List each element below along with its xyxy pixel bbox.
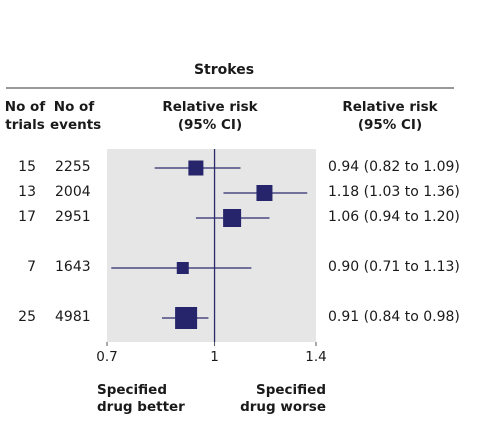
footer-better-line1: Specified <box>97 382 167 398</box>
row-trials: 25 <box>18 309 36 325</box>
point-estimate-marker <box>188 160 204 176</box>
point-estimate-marker <box>175 307 198 329</box>
header-trials-line2: trials <box>5 117 45 133</box>
plot-background <box>107 149 316 342</box>
row-trials: 13 <box>18 184 36 200</box>
header-rr-plot-line1: Relative risk <box>162 99 258 115</box>
row-rr-label: 0.90 (0.71 to 1.13) <box>328 259 460 275</box>
row-events: 2255 <box>55 159 91 175</box>
footer-worse-line1: Specified <box>256 382 326 398</box>
row-rr-label: 0.91 (0.84 to 0.98) <box>328 309 460 325</box>
header-rr-text-line1: Relative risk <box>342 99 438 115</box>
chart-title: Strokes <box>193 62 255 78</box>
point-estimate-marker <box>256 185 273 201</box>
row-rr-label: 0.94 (0.82 to 1.09) <box>328 159 460 175</box>
row-events: 2951 <box>55 209 91 225</box>
point-estimate-marker <box>176 262 189 274</box>
row-events: 4981 <box>55 309 91 325</box>
axis-tick-label: 0.7 <box>96 349 117 365</box>
point-estimate-marker <box>223 209 242 227</box>
header-rr-plot-line2: (95% CI) <box>177 117 243 133</box>
row-trials: 7 <box>27 259 36 275</box>
row-trials: 17 <box>18 209 36 225</box>
footer-worse: Specified drug worse <box>226 382 326 416</box>
header-events-line1: No of <box>53 99 95 115</box>
footer-better-line2: drug better <box>97 399 185 415</box>
header-rr-plot: Relative risk (95% CI) <box>150 98 270 134</box>
footer-worse-line2: drug worse <box>240 399 326 415</box>
header-events: No of events <box>50 98 102 134</box>
row-rr-label: 1.18 (1.03 to 1.36) <box>328 184 460 200</box>
row-rr-label: 1.06 (0.94 to 1.20) <box>328 209 460 225</box>
axis-tick-label: 1.4 <box>305 349 326 365</box>
footer-better: Specified drug better <box>97 382 185 416</box>
axis-tick-label: 1 <box>210 349 219 365</box>
header-rr-text: Relative risk (95% CI) <box>330 98 450 134</box>
header-trials: No of trials <box>4 98 46 134</box>
header-rr-text-line2: (95% CI) <box>357 117 423 133</box>
row-events: 2004 <box>55 184 91 200</box>
header-trials-line1: No of <box>4 99 46 115</box>
row-events: 1643 <box>55 259 91 275</box>
header-events-line2: events <box>50 117 102 133</box>
row-trials: 15 <box>18 159 36 175</box>
